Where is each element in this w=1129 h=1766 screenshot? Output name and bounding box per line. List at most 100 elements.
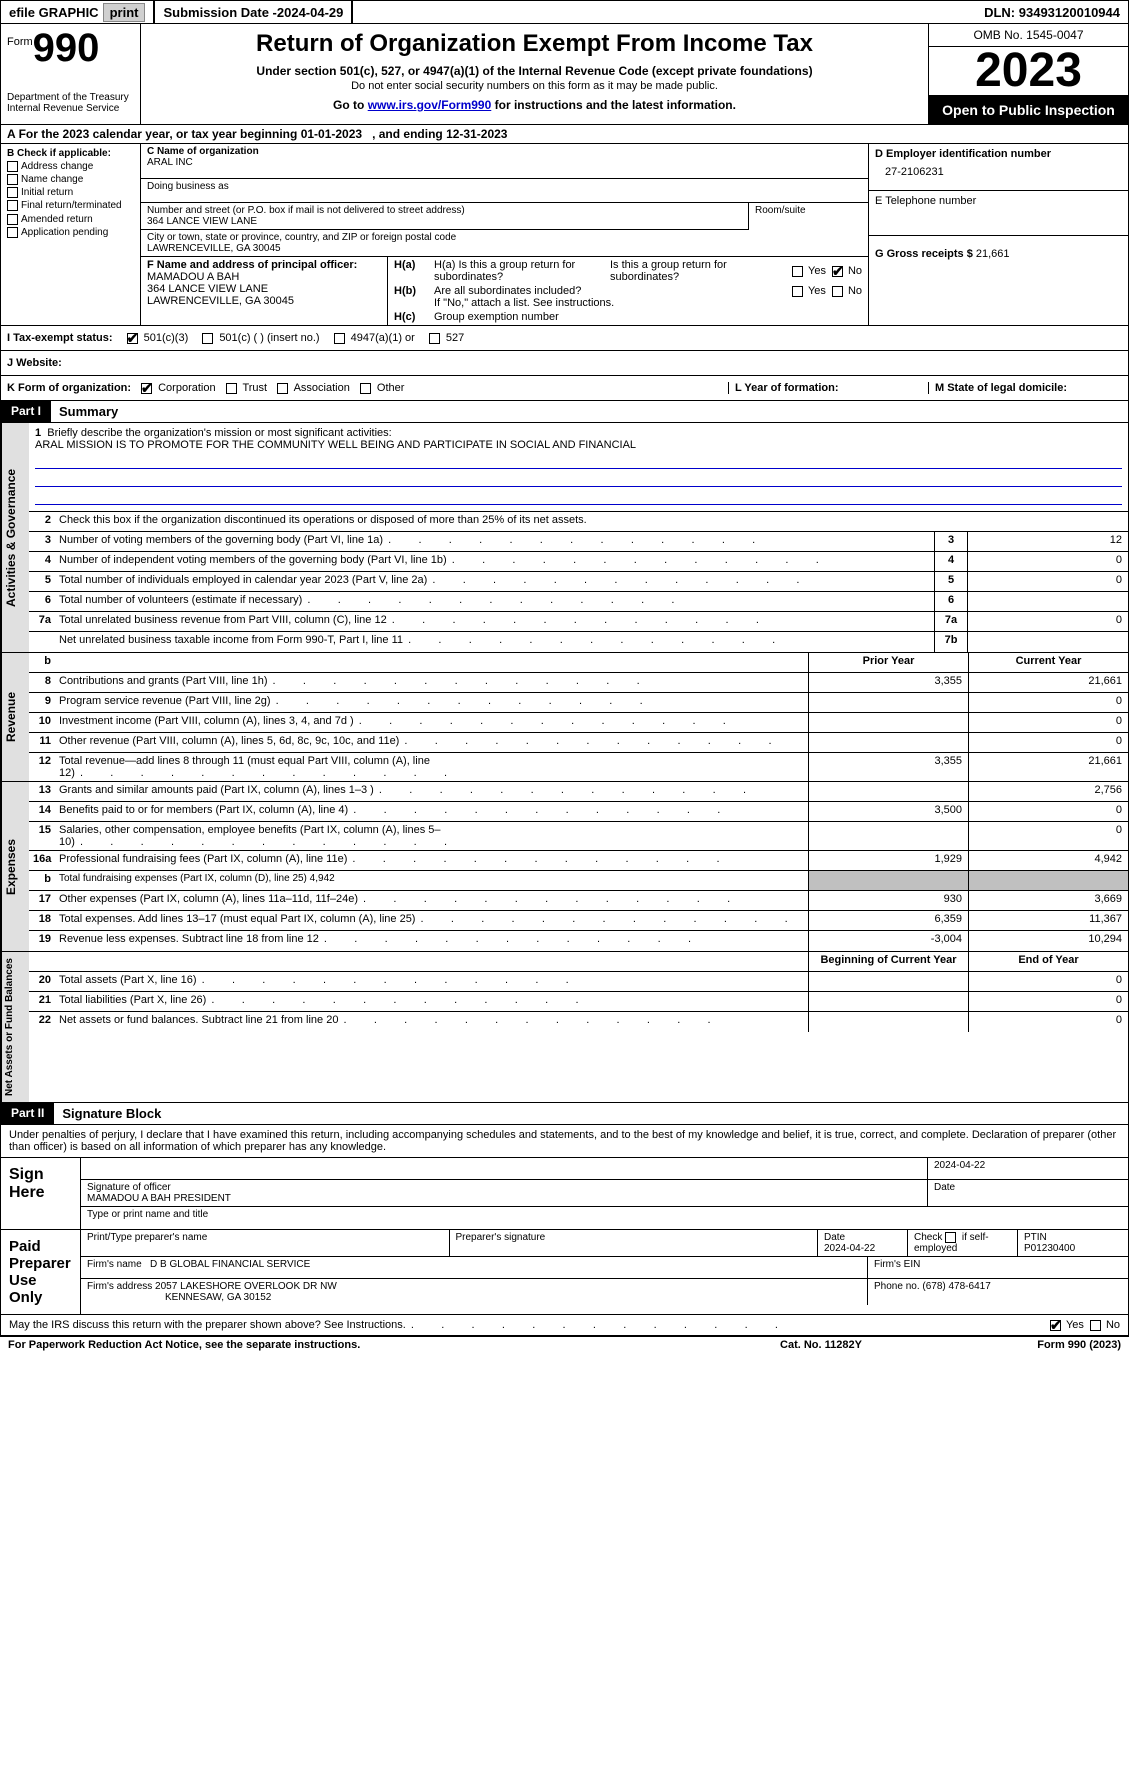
form-title: Return of Organization Exempt From Incom… [151, 30, 918, 58]
footer: For Paperwork Reduction Act Notice, see … [0, 1336, 1129, 1353]
gov-line: 2Check this box if the organization disc… [29, 512, 1128, 532]
firm-phone: (678) 478-6417 [922, 1281, 990, 1292]
part2-header: Part II Signature Block [0, 1103, 1129, 1125]
paid-preparer-block: Paid Preparer Use Only Print/Type prepar… [0, 1230, 1129, 1315]
tab-revenue: Revenue [1, 653, 29, 781]
expense-line: 19Revenue less expenses. Subtract line 1… [29, 931, 1128, 951]
netassets-section: Net Assets or Fund Balances Beginning of… [0, 952, 1129, 1103]
revenue-line: 9Program service revenue (Part VIII, lin… [29, 693, 1128, 713]
period-end: 12-31-2023 [446, 127, 507, 141]
chk-final-return[interactable] [7, 200, 18, 211]
chk-501c3[interactable] [127, 333, 138, 344]
open-to-public: Open to Public Inspection [929, 96, 1128, 124]
chk-corp[interactable] [141, 383, 152, 394]
gov-line: 6Total number of volunteers (estimate if… [29, 592, 1128, 612]
identity-block: B Check if applicable: Address change Na… [0, 144, 1129, 326]
form990-link[interactable]: www.irs.gov/Form990 [368, 98, 492, 112]
expense-line: 15Salaries, other compensation, employee… [29, 822, 1128, 851]
chk-address-change[interactable] [7, 161, 18, 172]
box-b: B Check if applicable: Address change Na… [1, 144, 141, 325]
period-row: A For the 2023 calendar year, or tax yea… [0, 125, 1129, 144]
chk-amended[interactable] [7, 214, 18, 225]
form-of-org-row: K Form of organization: Corporation Trus… [0, 376, 1129, 401]
tax-exempt-row: I Tax-exempt status: 501(c)(3) 501(c) ( … [0, 326, 1129, 351]
discuss-row: May the IRS discuss this return with the… [0, 1315, 1129, 1336]
expense-line: 14Benefits paid to or for members (Part … [29, 802, 1128, 822]
dept-treasury: Department of the Treasury Internal Reve… [7, 92, 134, 114]
print-button[interactable]: print [103, 3, 146, 22]
chk-initial-return[interactable] [7, 187, 18, 198]
efile-label: efile GRAPHIC [9, 5, 99, 20]
netassets-line: 20Total assets (Part X, line 16)0 [29, 972, 1128, 992]
expense-line: 18Total expenses. Add lines 13–17 (must … [29, 911, 1128, 931]
chk-self-employed[interactable] [945, 1232, 956, 1243]
expense-line: 13Grants and similar amounts paid (Part … [29, 782, 1128, 802]
revenue-line: 8Contributions and grants (Part VIII, li… [29, 673, 1128, 693]
ssn-note: Do not enter social security numbers on … [151, 80, 918, 92]
netassets-line: 22Net assets or fund balances. Subtract … [29, 1012, 1128, 1032]
revenue-line: 12Total revenue—add lines 8 through 11 (… [29, 753, 1128, 781]
declaration-text: Under penalties of perjury, I declare th… [0, 1125, 1129, 1158]
discuss-yes[interactable] [1050, 1320, 1061, 1331]
gov-line: 5Total number of individuals employed in… [29, 572, 1128, 592]
expense-line: 16aProfessional fundraising fees (Part I… [29, 851, 1128, 871]
chk-4947[interactable] [334, 333, 345, 344]
org-city: LAWRENCEVILLE, GA 30045 [147, 243, 862, 254]
tax-year: 2023 [929, 47, 1128, 96]
box-d: D Employer identification number 27-2106… [868, 144, 1128, 325]
hb-yes[interactable] [792, 286, 803, 297]
gov-line: Net unrelated business taxable income fr… [29, 632, 1128, 652]
revenue-line: 10Investment income (Part VIII, column (… [29, 713, 1128, 733]
org-name: ARAL INC [147, 157, 862, 168]
discuss-no[interactable] [1090, 1320, 1101, 1331]
officer-sig-name: MAMADOU A BAH PRESIDENT [87, 1193, 921, 1204]
hb-no[interactable] [832, 286, 843, 297]
form-word: Form [7, 36, 33, 48]
form-header: Form990 Department of the Treasury Inter… [0, 24, 1129, 125]
form-subtitle: Under section 501(c), 527, or 4947(a)(1)… [151, 64, 918, 78]
chk-501c[interactable] [202, 333, 213, 344]
tab-netassets: Net Assets or Fund Balances [1, 952, 29, 1102]
firm-addr2: KENNESAW, GA 30152 [165, 1292, 271, 1303]
box-c: C Name of organization ARAL INC Doing bu… [141, 144, 868, 325]
firm-name: D B GLOBAL FINANCIAL SERVICE [150, 1259, 310, 1270]
officer-addr2: LAWRENCEVILLE, GA 30045 [147, 295, 381, 307]
chk-527[interactable] [429, 333, 440, 344]
submission-date: 2024-04-29 [277, 5, 344, 20]
chk-trust[interactable] [226, 383, 237, 394]
chk-name-change[interactable] [7, 174, 18, 185]
tab-governance: Activities & Governance [1, 423, 29, 652]
ein: 27-2106231 [885, 166, 1122, 178]
ptin: P01230400 [1024, 1243, 1075, 1254]
ha-yes[interactable] [792, 266, 803, 277]
gov-line: 7aTotal unrelated business revenue from … [29, 612, 1128, 632]
prep-date: 2024-04-22 [824, 1243, 875, 1254]
top-bar: efile GRAPHIC print Submission Date - 20… [0, 0, 1129, 24]
tab-expenses: Expenses [1, 782, 29, 951]
chk-other[interactable] [360, 383, 371, 394]
hb-note: If "No," attach a list. See instructions… [434, 297, 862, 309]
sign-here-block: Sign Here 2024-04-22 Signature of office… [0, 1158, 1129, 1230]
firm-addr1: 2057 LAKESHORE OVERLOOK DR NW [155, 1281, 337, 1292]
form-number: 990 [33, 28, 100, 68]
gov-line: 3Number of voting members of the governi… [29, 532, 1128, 552]
submission-label: Submission Date - [163, 5, 276, 20]
expenses-section: Expenses 13Grants and similar amounts pa… [0, 782, 1129, 952]
chk-app-pending[interactable] [7, 227, 18, 238]
governance-section: Activities & Governance 1 1 Briefly desc… [0, 423, 1129, 653]
dln-value: 93493120010944 [1019, 5, 1120, 20]
officer-name: MAMADOU A BAH [147, 271, 381, 283]
part1-header: Part I Summary [0, 401, 1129, 423]
goto-line: Go to www.irs.gov/Form990 for instructio… [151, 98, 918, 112]
gross-receipts: 21,661 [976, 248, 1010, 260]
website-row: J Website: [0, 351, 1129, 376]
mission-text: ARAL MISSION IS TO PROMOTE FOR THE COMMU… [35, 439, 1122, 451]
period-begin: 01-01-2023 [301, 127, 362, 141]
revenue-section: Revenue b Prior Year Current Year 8Contr… [0, 653, 1129, 782]
netassets-line: 21Total liabilities (Part X, line 26)0 [29, 992, 1128, 1012]
ha-no[interactable] [832, 266, 843, 277]
expense-line: 17Other expenses (Part IX, column (A), l… [29, 891, 1128, 911]
gov-line: 4Number of independent voting members of… [29, 552, 1128, 572]
org-address: 364 LANCE VIEW LANE [147, 216, 742, 227]
chk-assoc[interactable] [277, 383, 288, 394]
